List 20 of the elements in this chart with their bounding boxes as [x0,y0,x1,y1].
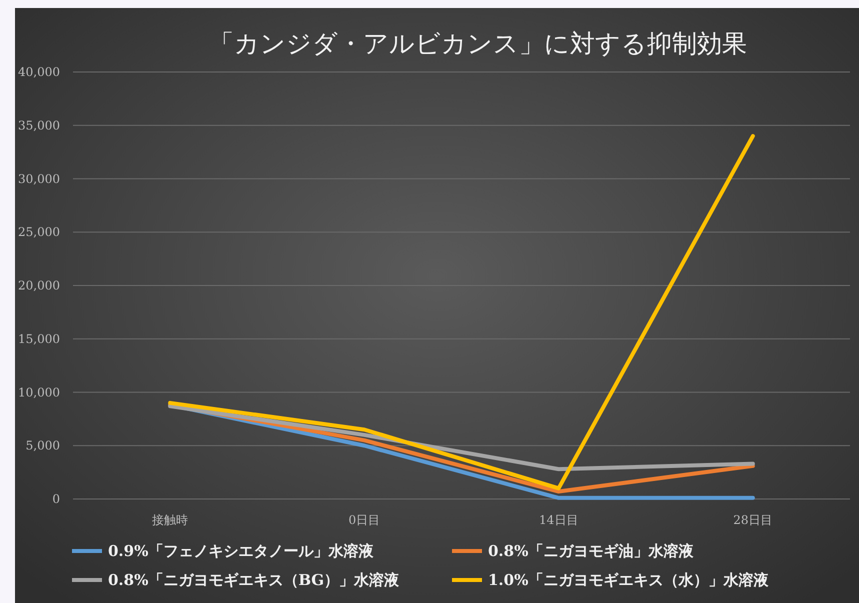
legend-label: 1.0%「ニガヨモギエキス（水）」水溶液 [488,571,770,589]
x-tick-label: 0日目 [348,513,380,527]
y-tick-label: 10,000 [18,385,60,400]
legend-label: 0.9%「フェノキシエタノール」水溶液 [108,542,374,560]
x-tick-label: 14日目 [538,513,578,527]
x-tick-label: 接触時 [152,513,188,527]
x-tick-label: 28日目 [733,513,773,527]
y-tick-label: 25,000 [18,225,60,240]
line-series [168,134,755,490]
y-tick-label: 40,000 [18,65,60,79]
y-tick-label: 30,000 [18,172,60,186]
line-series [168,404,755,472]
legend-label: 0.8%「ニガヨモギエキス（BG）」水溶液 [108,571,400,589]
legend-label: 0.8%「ニガヨモギ油」水溶液 [488,542,694,560]
y-tick-label: 15,000 [18,332,60,346]
y-tick-label: 5,000 [26,438,60,453]
y-tick-label: 35,000 [18,118,60,132]
chart-title: 「カンジダ・アルビカンス」に対する抑制効果 [209,29,747,58]
y-tick-label: 0 [52,492,60,506]
y-tick-label: 20,000 [18,278,60,292]
